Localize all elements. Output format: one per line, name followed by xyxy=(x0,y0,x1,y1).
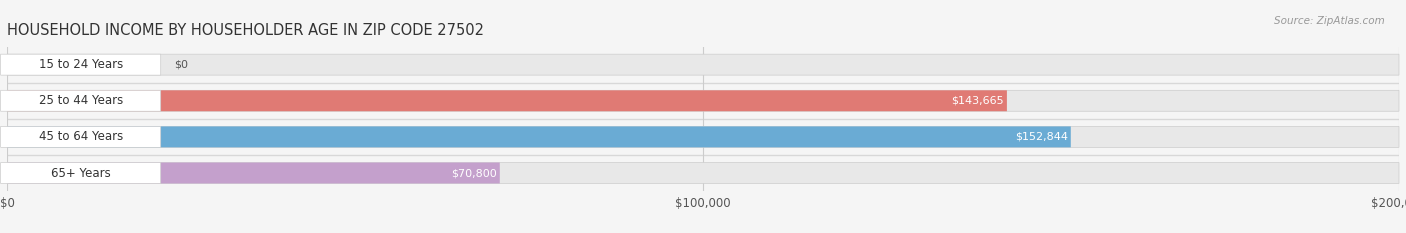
FancyBboxPatch shape xyxy=(0,54,160,75)
FancyBboxPatch shape xyxy=(7,127,1399,147)
Text: 65+ Years: 65+ Years xyxy=(51,167,111,179)
FancyBboxPatch shape xyxy=(0,163,160,183)
Text: $70,800: $70,800 xyxy=(451,168,496,178)
Text: 15 to 24 Years: 15 to 24 Years xyxy=(38,58,122,71)
FancyBboxPatch shape xyxy=(7,90,1007,111)
FancyBboxPatch shape xyxy=(7,54,1399,75)
Text: HOUSEHOLD INCOME BY HOUSEHOLDER AGE IN ZIP CODE 27502: HOUSEHOLD INCOME BY HOUSEHOLDER AGE IN Z… xyxy=(7,24,484,38)
FancyBboxPatch shape xyxy=(7,163,1399,183)
Text: Source: ZipAtlas.com: Source: ZipAtlas.com xyxy=(1274,16,1385,26)
Text: 45 to 64 Years: 45 to 64 Years xyxy=(38,130,122,143)
FancyBboxPatch shape xyxy=(7,90,1399,111)
FancyBboxPatch shape xyxy=(0,127,160,147)
Text: $143,665: $143,665 xyxy=(952,96,1004,106)
Text: 25 to 44 Years: 25 to 44 Years xyxy=(38,94,122,107)
Text: $152,844: $152,844 xyxy=(1015,132,1069,142)
FancyBboxPatch shape xyxy=(7,163,499,183)
Text: $0: $0 xyxy=(174,60,188,70)
FancyBboxPatch shape xyxy=(7,127,1071,147)
FancyBboxPatch shape xyxy=(0,90,160,111)
